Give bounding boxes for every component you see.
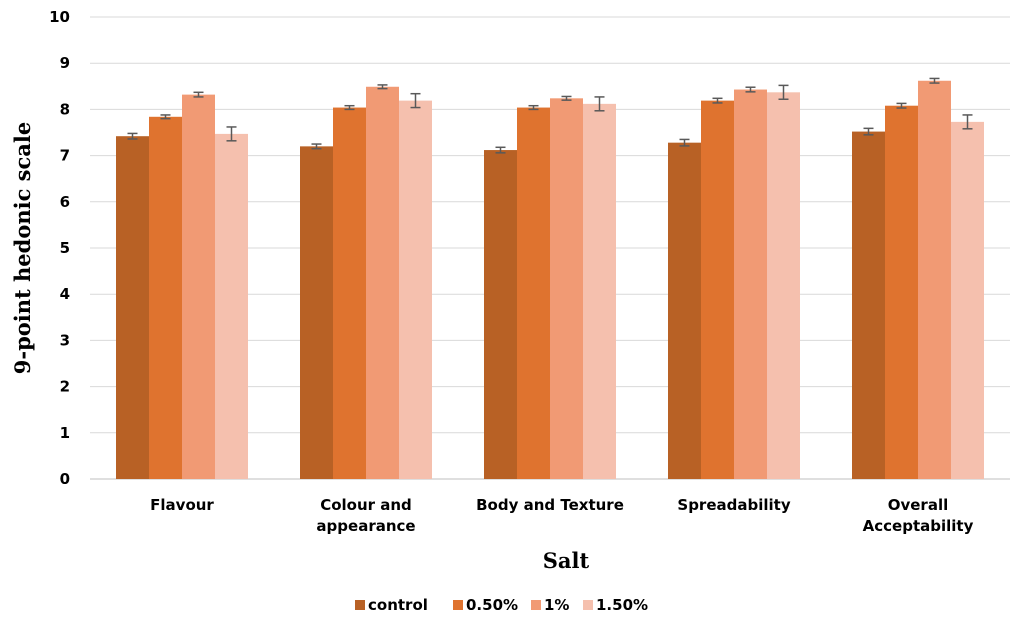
- legend-swatch: [453, 600, 463, 610]
- x-category-label: Overall Acceptability: [863, 496, 974, 535]
- x-category-label: Spreadability: [677, 496, 790, 514]
- bar-1: [182, 94, 215, 479]
- bar-control: [116, 136, 149, 480]
- bar-1: [734, 89, 767, 479]
- bar-150: [399, 100, 432, 479]
- x-category-label: Body and Texture: [476, 496, 624, 514]
- bar-050: [517, 107, 550, 479]
- legend-swatch: [355, 600, 365, 610]
- x-axis-title: Salt: [543, 548, 590, 573]
- y-axis-ticks: 0 1 2 3 4 5 6 7 8 9 10: [49, 8, 70, 488]
- legend-swatch: [583, 600, 593, 610]
- error-bars: [127, 77, 973, 154]
- y-tick-label: 0: [60, 470, 70, 488]
- y-tick-label: 4: [60, 285, 70, 303]
- x-category-label: Flavour: [150, 496, 214, 514]
- bar-050: [149, 116, 182, 480]
- bar-control: [668, 142, 701, 479]
- bar-1: [918, 80, 951, 480]
- bar-150: [215, 133, 248, 480]
- legend-label: control: [368, 596, 428, 614]
- y-tick-label: 8: [60, 100, 70, 118]
- bar-control: [484, 150, 517, 479]
- bar-150: [767, 92, 800, 479]
- legend: control 0.50% 1% 1.50%: [355, 596, 648, 614]
- bar-1: [550, 98, 583, 479]
- y-tick-label: 2: [60, 378, 70, 396]
- y-tick-label: 3: [60, 331, 70, 349]
- legend-swatch: [531, 600, 541, 610]
- bar-050: [701, 100, 734, 479]
- bar-150: [951, 121, 984, 480]
- y-tick-label: 10: [49, 8, 70, 26]
- bars: [116, 80, 984, 480]
- x-category-label: Colour and appearance: [316, 496, 415, 535]
- bar-1: [366, 86, 399, 480]
- bar-050: [333, 107, 366, 479]
- bar-050: [885, 105, 918, 479]
- legend-label: 0.50%: [466, 596, 518, 614]
- y-tick-label: 7: [60, 147, 70, 165]
- y-axis-title: 9-point hedonic scale: [10, 122, 35, 375]
- legend-label: 1%: [544, 596, 569, 614]
- bar-control: [852, 131, 885, 480]
- y-tick-label: 6: [60, 193, 70, 211]
- y-tick-label: 5: [60, 239, 70, 257]
- bar-150: [583, 103, 616, 479]
- x-axis-categories: Flavour Colour and appearance Body and Text…: [150, 496, 973, 535]
- legend-label: 1.50%: [596, 596, 648, 614]
- y-tick-label: 9: [60, 54, 70, 72]
- y-tick-label: 1: [60, 424, 70, 442]
- bar-control: [300, 146, 333, 480]
